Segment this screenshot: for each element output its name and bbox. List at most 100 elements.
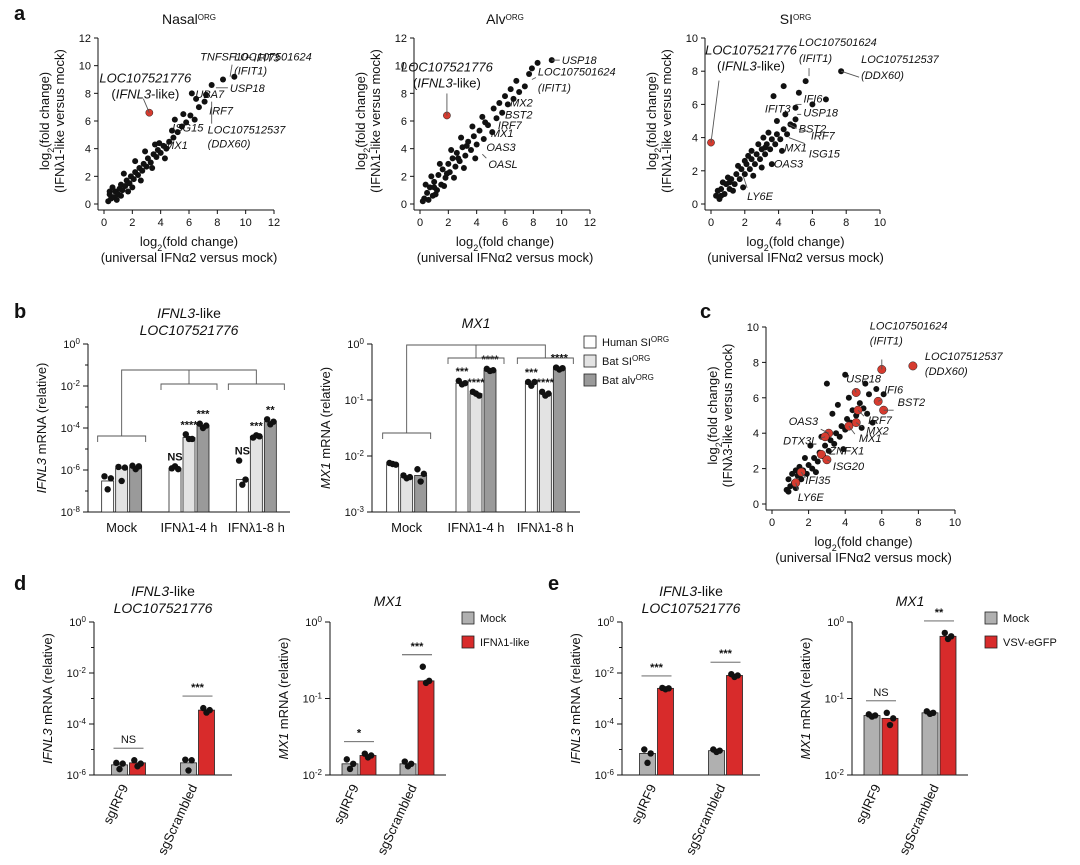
y-tick-label: 10-1 [825, 691, 845, 706]
replicate-point [115, 463, 122, 471]
replicate-point [182, 756, 189, 763]
bar [386, 463, 400, 513]
data-point [778, 147, 785, 154]
replicate-point [350, 760, 357, 768]
panel-letter-d: d [14, 573, 26, 595]
data-point [183, 119, 190, 126]
gene-label: MX1 [491, 128, 514, 140]
data-point [825, 447, 832, 454]
legend-swatch [461, 635, 475, 649]
chart-title: AlvORG [486, 11, 524, 27]
data-point [113, 196, 120, 203]
data-point [428, 173, 435, 180]
replicate-point [890, 715, 897, 722]
replicate-point [408, 760, 415, 768]
y-tick-label: 100 [347, 337, 364, 352]
y-tick-label: 100 [305, 615, 322, 630]
y-tick-label: 0 [401, 199, 407, 211]
gene-label: OAS3 [774, 159, 804, 171]
legend-label: Bat alvORG [602, 373, 654, 388]
label-leader [531, 77, 537, 80]
data-point [719, 179, 726, 186]
chart-title: MX1 [462, 315, 491, 331]
point-label: (IFNL3-like) [717, 59, 785, 74]
replicate-point [101, 473, 108, 480]
data-point [448, 147, 455, 154]
label-leader [482, 153, 487, 159]
y-axis-label: log2(fold change) [37, 72, 56, 170]
data-point [187, 112, 194, 119]
data-point [760, 134, 767, 141]
data-point [156, 140, 163, 147]
bar [235, 479, 249, 513]
data-point [741, 171, 748, 178]
point-label: DTX3L [783, 436, 817, 448]
data-point [453, 149, 460, 156]
y-tick-label: 10-2 [61, 379, 81, 394]
replicate-point [135, 463, 143, 470]
point-label: LOC107521776 [705, 43, 798, 58]
y-tick-label: 8 [753, 357, 759, 369]
gene-label: (IFIT1) [538, 83, 571, 95]
x-category-label: IFNλ1-4 h [160, 520, 217, 535]
replicate-point [490, 367, 497, 374]
label-leader [788, 137, 805, 145]
data-point [499, 109, 506, 116]
data-point [470, 133, 477, 140]
data-point [768, 136, 775, 143]
x-category-label: sgIRF9 [330, 782, 361, 826]
replicate-point [948, 633, 955, 640]
data-point [735, 162, 742, 169]
significance-label: **** [180, 419, 198, 431]
bar [101, 480, 115, 513]
replicate-point [235, 457, 243, 464]
y-tick-label: 0 [85, 199, 91, 211]
label-leader [742, 175, 748, 188]
data-point [526, 70, 533, 77]
data-point [823, 380, 830, 387]
data-point [750, 172, 757, 179]
data-point [504, 101, 511, 108]
data-point [106, 188, 113, 195]
bar [417, 680, 435, 776]
panel-letter-c: c [700, 301, 711, 323]
data-point [780, 83, 787, 90]
data-point [135, 171, 141, 178]
y-axis-label: log2(fold change) [644, 72, 663, 170]
replicate-point [185, 767, 192, 774]
data-point [208, 82, 215, 89]
replicate-point [188, 757, 195, 764]
replicate-point [406, 473, 414, 481]
gene-label: ISG15 [809, 149, 841, 161]
data-point [755, 141, 762, 148]
y-tick-label: 2 [401, 171, 407, 183]
data-point [195, 104, 202, 111]
y-tick-label: 10 [747, 322, 759, 334]
replicate-point [343, 756, 350, 763]
point-label: LOC107521776 [401, 59, 494, 74]
data-point [458, 134, 465, 141]
gene-label: USP18 [562, 55, 598, 67]
replicate-point [121, 464, 129, 471]
gene-label: IRF7 [498, 120, 523, 132]
x-tick-label: 6 [879, 517, 885, 529]
replicate-point [346, 765, 354, 773]
point-label: ZNFX1 [828, 445, 864, 457]
y-axis-label: log2(fold change) [353, 72, 372, 170]
x-axis-label: log2(fold change) [456, 234, 554, 253]
y-tick-label: 10-6 [67, 768, 87, 783]
chart-d-mx1-bars: 10-2 10-1 100 MX1 MX1 mRNA (relative) sgIRF9 s… [276, 593, 446, 857]
replicate-point [116, 765, 123, 773]
gene-label: LOC107512537 [861, 54, 940, 66]
chart-title: LOC107521776 [642, 600, 741, 616]
label-leader [229, 64, 233, 77]
chart-title: LOC107521776 [114, 600, 213, 616]
data-point [125, 188, 132, 195]
comparison-bracket [227, 383, 285, 390]
chart-title: IFNL3-like [157, 305, 221, 321]
y-axis-label: (IFNλ1-like versus mock) [659, 49, 674, 193]
label-leader [848, 425, 856, 435]
